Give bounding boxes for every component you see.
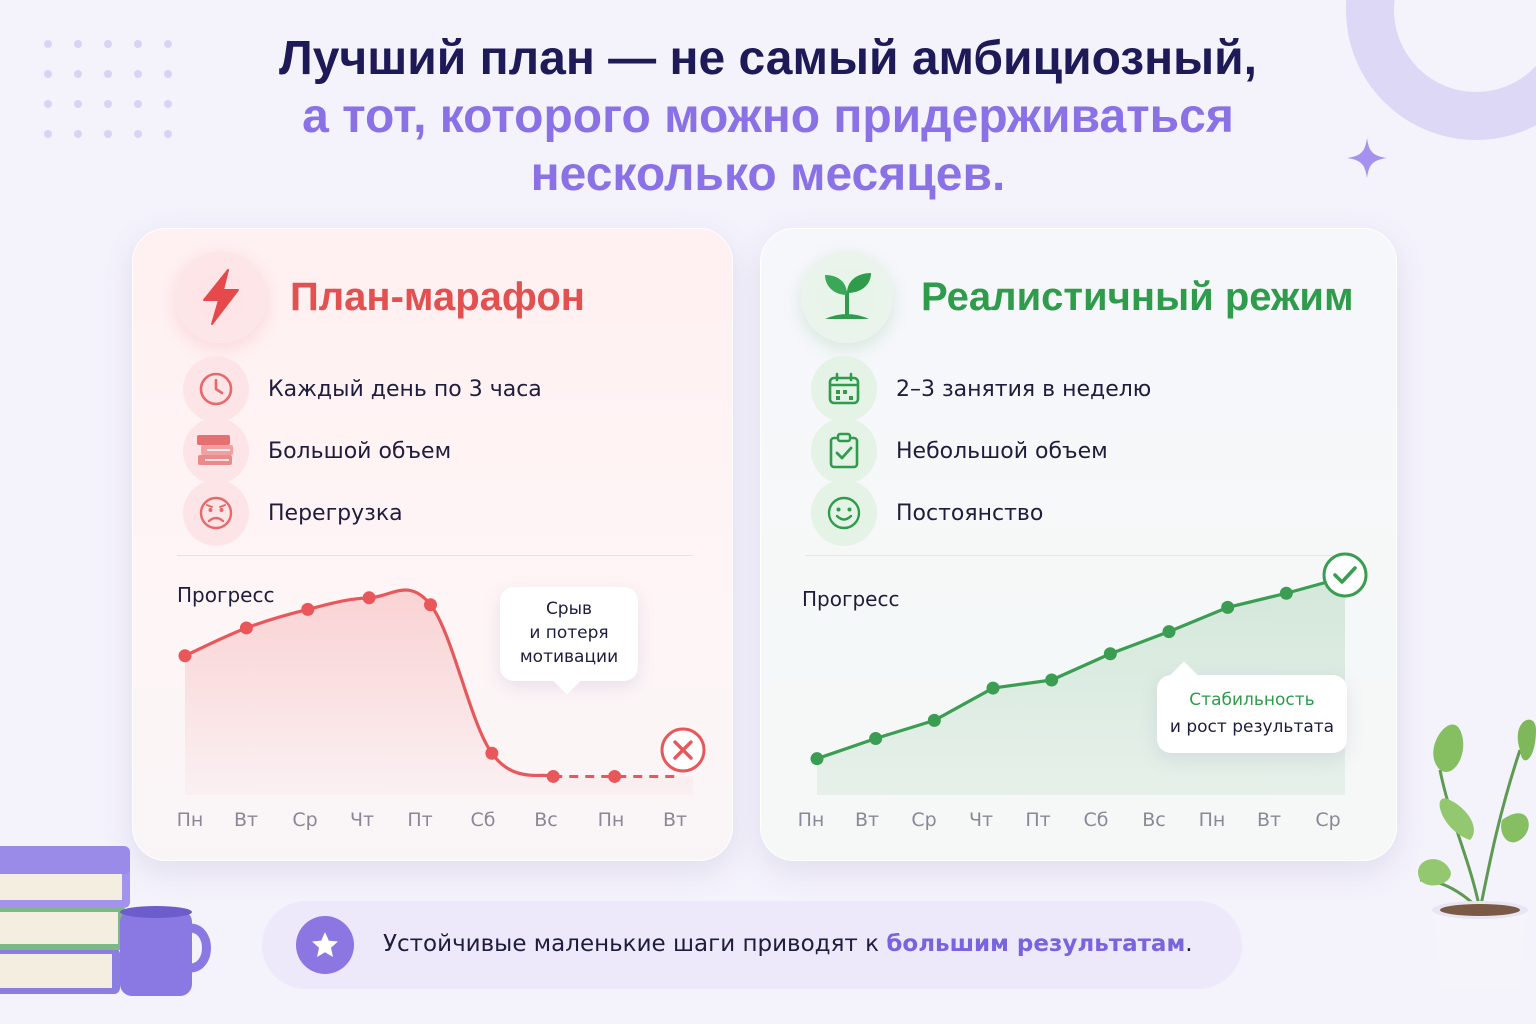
banner-accent: большим результатам	[886, 931, 1186, 957]
sparkle-icon	[1347, 138, 1387, 178]
feature-label: 2–3 занятия в неделю	[896, 376, 1152, 402]
banner-text: Устойчивые маленькие шаги приводят к бол…	[383, 931, 1193, 957]
banner-text-end: .	[1185, 931, 1193, 957]
x-tick-label: Вт	[662, 809, 688, 831]
smile-icon	[811, 480, 877, 546]
feature-item: Каждый день по 3 часа	[183, 356, 542, 422]
x-tick-label: Сб	[1083, 809, 1109, 831]
sprout-icon	[801, 251, 893, 343]
headline-line-1: Лучший план — не самый амбициозный,	[279, 32, 1257, 85]
data-point	[810, 752, 824, 766]
realistic-card: Реалистичный режим 2–3 занятия в неделю …	[760, 228, 1397, 861]
progress-label: Прогресс	[802, 587, 900, 611]
progress-area	[185, 589, 693, 795]
calendar-icon	[811, 356, 877, 422]
data-point	[986, 681, 1000, 695]
realistic-title: Реалистичный режим	[921, 275, 1354, 319]
data-point	[178, 649, 192, 663]
feature-label: Небольшой объем	[896, 438, 1108, 464]
x-tick-label: Сб	[470, 809, 496, 831]
feature-label: Большой объем	[268, 438, 452, 464]
check-icon-glyph	[1333, 566, 1357, 584]
x-tick-label: Вт	[1256, 809, 1282, 831]
feature-label: Перегрузка	[268, 500, 403, 526]
check-icon-ring	[1322, 552, 1368, 598]
banner-text-main: Устойчивые маленькие шаги приводят к	[383, 931, 887, 957]
marathon-callout: Срыв и потеря мотивации	[500, 587, 638, 681]
feature-item: Перегрузка	[183, 480, 403, 546]
feature-item: Небольшой объем	[811, 418, 1108, 484]
feature-item: Постоянство	[811, 480, 1044, 546]
realistic-callout: Стабильность и рост результата	[1157, 675, 1347, 753]
data-point	[546, 769, 560, 783]
x-tick-label: Ср	[292, 809, 318, 831]
x-tick-label: Ср	[911, 809, 937, 831]
plant-illustration	[1417, 719, 1536, 990]
data-point	[424, 598, 437, 612]
marathon-title: План-марафон	[290, 275, 585, 319]
data-point	[1045, 673, 1059, 687]
feature-label: Каждый день по 3 часа	[268, 376, 542, 402]
star-icon	[296, 916, 354, 974]
data-point	[1279, 586, 1293, 600]
data-point	[927, 713, 941, 727]
data-point	[485, 746, 499, 760]
x-tick-label: Вт	[854, 809, 880, 831]
callout-line: и потеря	[529, 623, 609, 643]
data-point	[1221, 600, 1235, 614]
x-tick-label: Пт	[407, 809, 433, 831]
checklist-icon	[811, 418, 877, 484]
x-tick-label: Вс	[1142, 809, 1166, 831]
progress-label: Прогресс	[177, 583, 275, 607]
data-point	[362, 591, 376, 605]
x-tick-label: Пн	[1198, 809, 1226, 831]
x-tick-label: Пт	[1025, 809, 1051, 831]
check-icon	[1322, 552, 1368, 598]
x-tick-label: Пн	[797, 809, 825, 831]
x-tick-label: Ср	[1315, 809, 1341, 831]
lightning-icon	[175, 251, 267, 343]
x-tick-label: Пн	[597, 809, 625, 831]
headline-line-3: несколько месяцев.	[530, 148, 1006, 201]
progress-line	[815, 575, 1347, 761]
bottom-banner: Устойчивые маленькие шаги приводят к бол…	[262, 901, 1242, 989]
data-point	[301, 602, 315, 616]
x-tick-label: Чт	[968, 809, 994, 831]
books-icon	[183, 418, 249, 484]
x-tick-label: Пн	[176, 809, 204, 831]
data-point	[608, 769, 622, 783]
x-icon	[660, 727, 706, 773]
realistic-chart	[810, 552, 1368, 795]
books-and-mug-illustration	[0, 846, 211, 996]
x-tick-label: Вс	[534, 809, 558, 831]
callout-line: Срыв	[545, 599, 593, 619]
marathon-chart	[178, 588, 706, 795]
divider	[805, 555, 1349, 556]
x-tick-label: Чт	[349, 809, 375, 831]
data-point	[1103, 647, 1117, 661]
sad-face-icon	[183, 480, 249, 546]
callout-line: Стабильность	[1189, 690, 1315, 710]
feature-item: Большой объем	[183, 418, 452, 484]
callout-line: мотивации	[519, 647, 619, 667]
decor-dots	[44, 40, 172, 138]
data-point	[869, 732, 883, 746]
x-icon-glyph	[673, 740, 693, 760]
x-tick-label: Вт	[233, 809, 259, 831]
clock-icon	[183, 356, 249, 422]
data-point	[239, 621, 253, 635]
callout-line: и рост результата	[1169, 717, 1335, 737]
marathon-card: План-марафон Каждый день по 3 часа Больш…	[132, 228, 733, 861]
feature-label: Постоянство	[896, 500, 1044, 526]
feature-item: 2–3 занятия в неделю	[811, 356, 1152, 422]
headline: Лучший план — не самый амбициозный, а то…	[0, 30, 1536, 204]
data-point	[1162, 625, 1176, 639]
headline-line-2: а тот, которого можно придерживаться	[302, 90, 1234, 143]
divider	[177, 555, 693, 556]
